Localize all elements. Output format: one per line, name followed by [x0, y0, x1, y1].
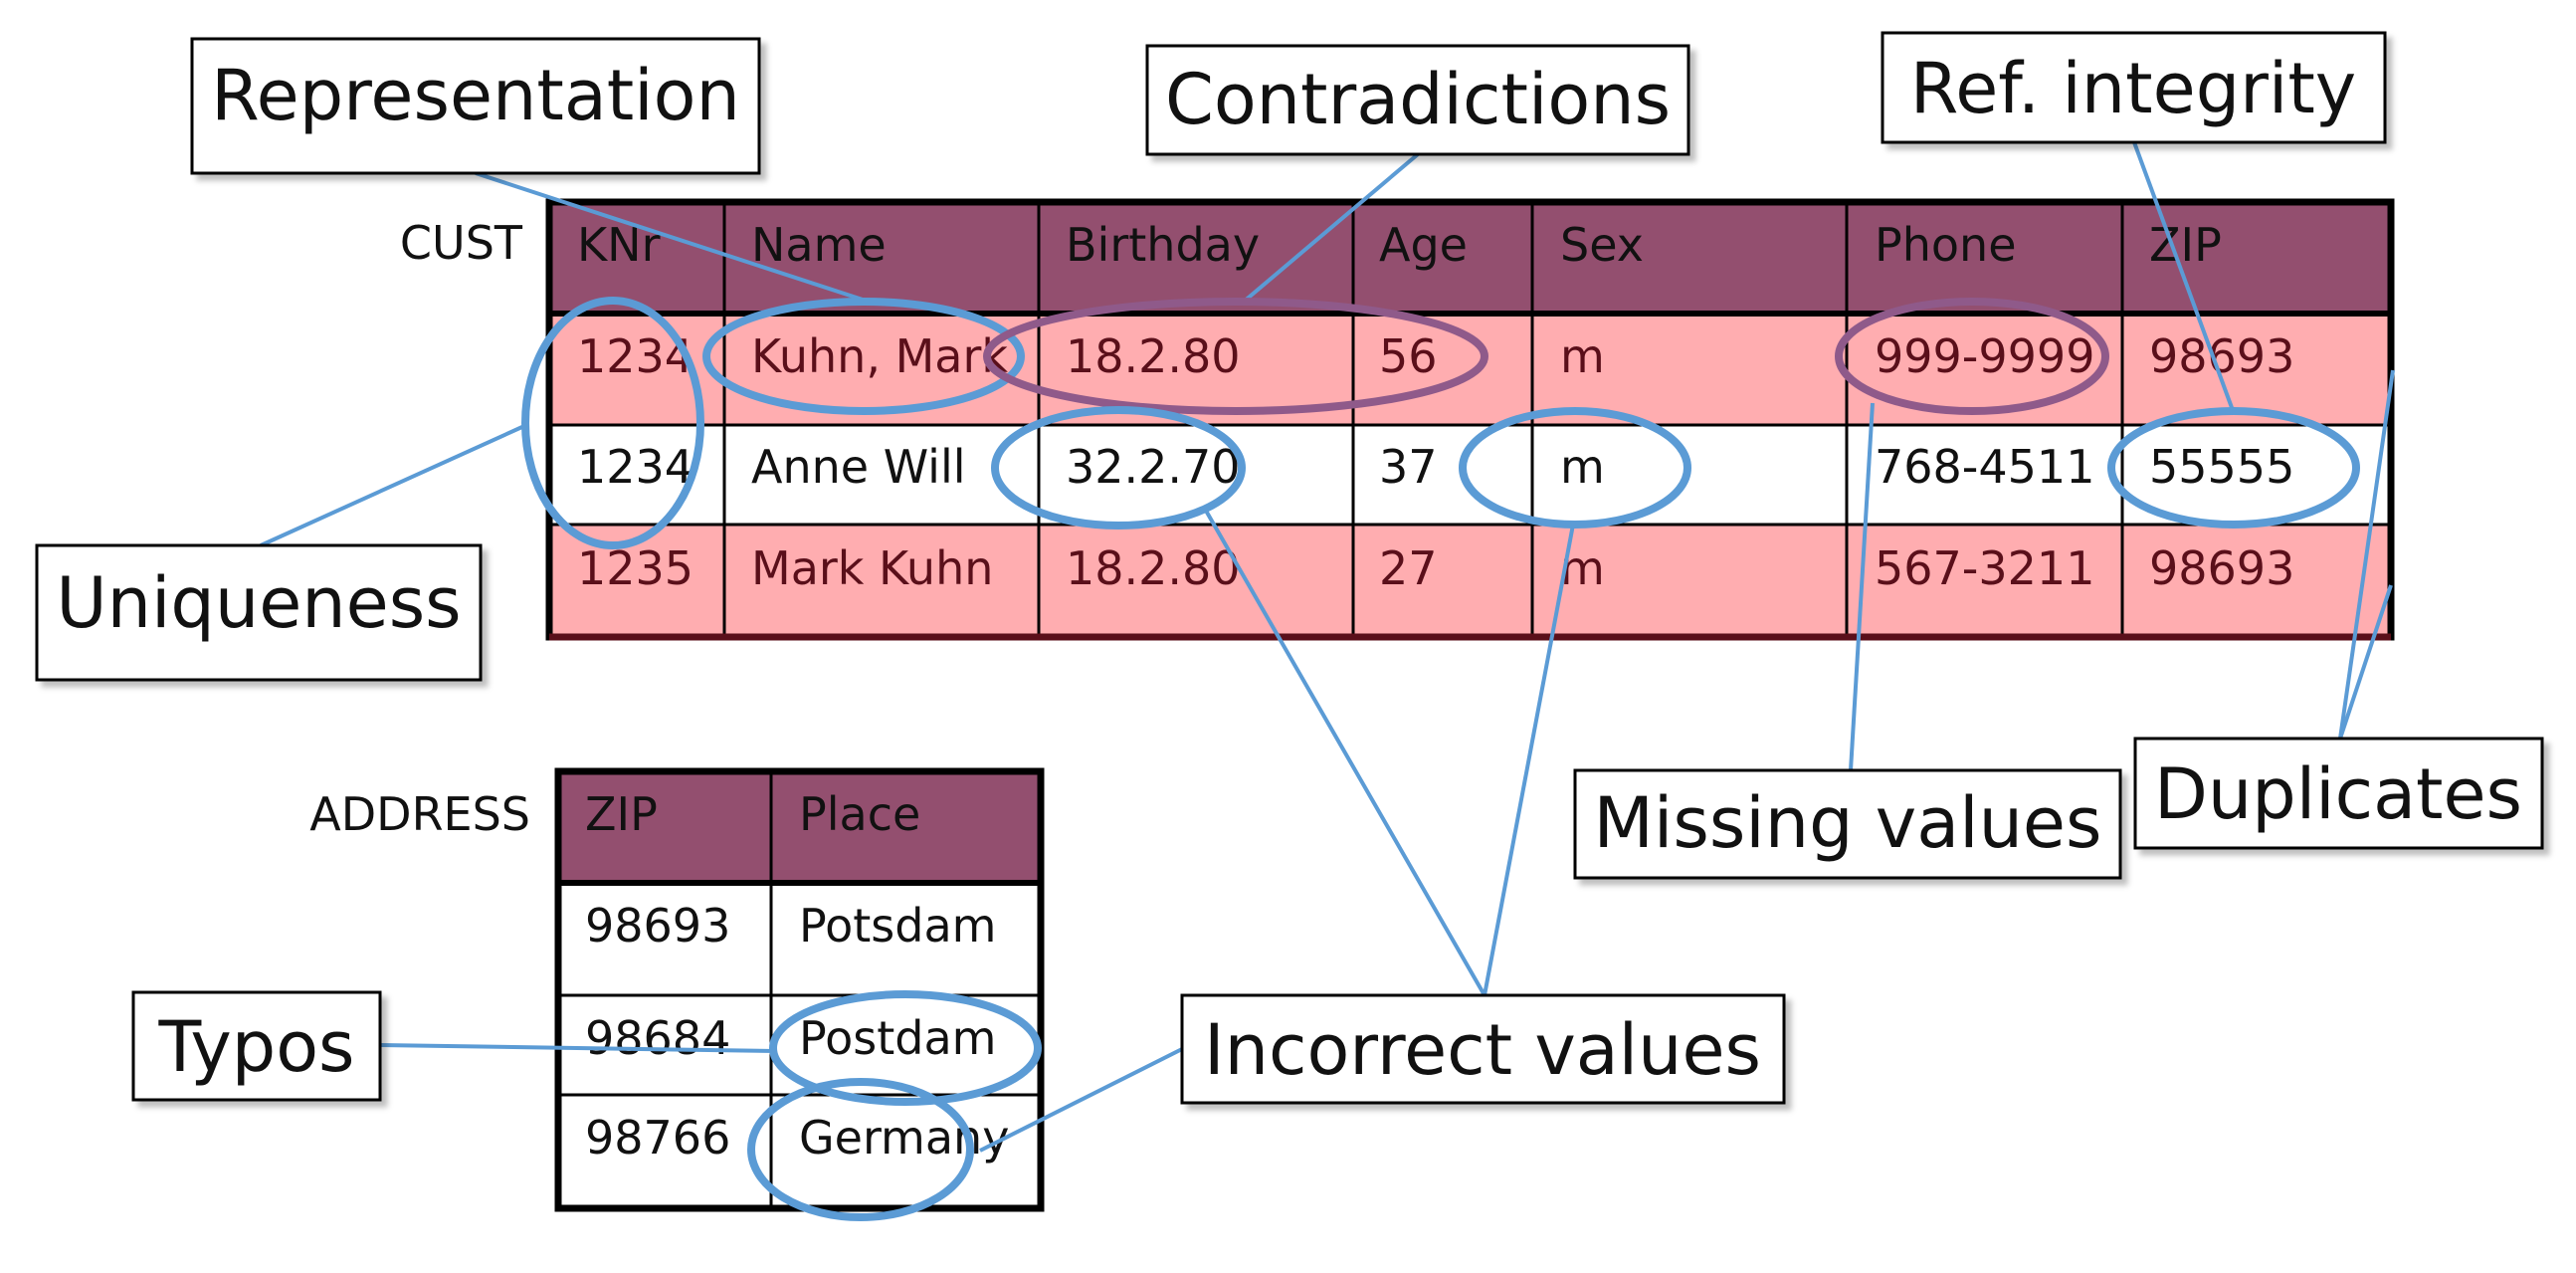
cust-col-name: Name — [751, 218, 887, 272]
callout-representation-label: Representation — [211, 55, 740, 136]
cust-header-bg — [549, 202, 2391, 314]
address-cell: 98766 — [585, 1111, 730, 1165]
address-cell: Germany — [799, 1111, 1009, 1165]
table-row: 1235 Mark Kuhn 18.2.80 27 m 567-3211 986… — [577, 541, 2294, 595]
address-col-place: Place — [799, 787, 920, 841]
ellipse-knr-uniqueness — [521, 297, 704, 549]
ellipse-birthday-incorrect — [991, 406, 1246, 530]
cust-cell: Kuhn, Mark — [751, 329, 1008, 383]
address-header-bg — [558, 771, 1041, 883]
callout-incorrect-values: Incorrect values — [1180, 993, 1786, 1105]
connector-contradictions — [1242, 152, 1420, 304]
cust-header: KNr Name Birthday Age Sex Phone ZIP — [577, 218, 2222, 272]
connector-incorrect-sex — [1483, 524, 1575, 996]
callout-duplicates: Duplicates — [2133, 737, 2544, 850]
table-row: 1234 Kuhn, Mark 18.2.80 56 m 999-9999 98… — [577, 329, 2294, 383]
cust-cell: Mark Kuhn — [751, 541, 993, 595]
connector-typos — [379, 1043, 777, 1053]
ellipse-birthday-age-contradiction — [983, 298, 1488, 415]
cust-row-1-bg — [549, 314, 2391, 425]
ellipse-sex-incorrect — [1459, 407, 1691, 529]
callout-missing-values-label: Missing values — [1594, 782, 2102, 864]
address-col-zip: ZIP — [585, 787, 658, 841]
cust-cell: 999-9999 — [1875, 329, 2094, 383]
highlight-ellipses — [521, 297, 2360, 1221]
callout-ref-integrity-label: Ref. integrity — [1910, 48, 2356, 129]
address-cell: 98693 — [585, 899, 730, 953]
callout-duplicates-label: Duplicates — [2154, 753, 2522, 835]
ellipse-zip-ref-integrity — [2107, 407, 2360, 529]
cust-col-phone: Phone — [1875, 218, 2017, 272]
callout-uniqueness: Uniqueness — [35, 543, 483, 682]
ellipse-phone-missing — [1835, 298, 2109, 415]
callout-incorrect-values-label: Incorrect values — [1204, 1009, 1761, 1091]
cust-cell: 768-4511 — [1875, 440, 2094, 494]
cust-cell: 18.2.80 — [1066, 329, 1241, 383]
cust-cell: 37 — [1379, 440, 1438, 494]
connector-incorrect-germany — [979, 1046, 1185, 1153]
ellipse-postdam-typo — [769, 990, 1042, 1106]
cust-cell: 56 — [1379, 329, 1438, 383]
table-row: 98684 Postdam — [585, 1011, 996, 1065]
callout-representation: Representation — [190, 37, 761, 175]
cust-col-knr: KNr — [577, 218, 661, 272]
cust-cell: 32.2.70 — [1066, 440, 1241, 494]
address-table: ADDRESS ZIP Place 98693 Potsdam 98684 Po… — [309, 767, 1045, 1212]
callout-missing-values: Missing values — [1573, 768, 2122, 880]
ellipse-name-representation — [702, 298, 1025, 415]
ellipse-germany-incorrect — [747, 1078, 974, 1221]
cust-cell: 55555 — [2149, 440, 2294, 494]
connector-missing-values — [1849, 402, 1875, 771]
cust-cell: 18.2.80 — [1066, 541, 1241, 595]
callout-typos: Typos — [131, 990, 382, 1102]
connector-representation — [475, 171, 867, 303]
cust-col-birthday: Birthday — [1066, 218, 1260, 272]
callout-ref-integrity: Ref. integrity — [1881, 31, 2387, 144]
cust-cell: Anne Will — [751, 440, 966, 494]
cust-cell: 567-3211 — [1875, 541, 2094, 595]
address-table-label: ADDRESS — [309, 787, 530, 841]
address-cell: Postdam — [799, 1011, 996, 1065]
cust-cell: 1235 — [577, 541, 694, 595]
connector-uniqueness — [260, 424, 525, 547]
connector-incorrect-birthday — [1204, 510, 1486, 996]
cust-col-age: Age — [1379, 218, 1468, 272]
cust-table-label: CUST — [400, 216, 523, 270]
cust-cell: m — [1560, 329, 1605, 383]
callout-uniqueness-label: Uniqueness — [56, 562, 461, 644]
cust-row-3-bg — [549, 525, 2391, 637]
table-row: 98766 Germany — [585, 1111, 1009, 1165]
table-row: 1234 Anne Will 32.2.70 37 m 768-4511 555… — [577, 440, 2294, 494]
cust-cell: m — [1560, 440, 1605, 494]
callout-typos-label: Typos — [157, 1006, 354, 1088]
cust-col-zip: ZIP — [2149, 218, 2222, 272]
callout-contradictions: Contradictions — [1145, 44, 1690, 156]
cust-cell: 1234 — [577, 440, 694, 494]
cust-cell: 27 — [1379, 541, 1438, 595]
table-row: 98693 Potsdam — [585, 899, 996, 953]
callout-contradictions-label: Contradictions — [1165, 59, 1671, 140]
address-cell: 98684 — [585, 1011, 730, 1065]
address-cell: Potsdam — [799, 899, 996, 953]
connector-duplicates-2 — [2338, 584, 2393, 740]
connector-duplicates-1 — [2338, 369, 2395, 740]
cust-cell: 98693 — [2149, 541, 2294, 595]
cust-cell: 98693 — [2149, 329, 2294, 383]
callout-connectors — [260, 141, 2395, 1153]
callout-boxes: Representation Contradictions Ref. integ… — [35, 31, 2544, 1105]
cust-col-sex: Sex — [1560, 218, 1644, 272]
connector-ref-integrity — [2132, 141, 2236, 414]
